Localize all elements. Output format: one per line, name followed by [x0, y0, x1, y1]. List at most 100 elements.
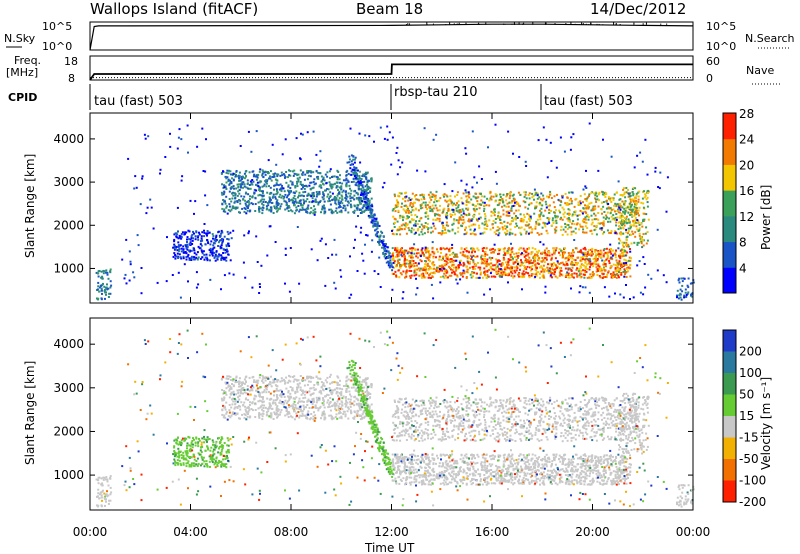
power-cell — [304, 208, 306, 211]
power-cell — [417, 227, 420, 230]
power-cell — [416, 256, 419, 259]
power-cell — [574, 213, 577, 216]
power-cell — [401, 264, 404, 266]
power-cell — [222, 193, 225, 196]
power-cell — [238, 176, 241, 179]
power-cell — [577, 203, 580, 206]
power-cell — [398, 251, 401, 254]
power-cell — [229, 179, 232, 182]
power-cell — [179, 296, 182, 299]
power-cell — [452, 259, 455, 262]
power-cell — [211, 249, 214, 252]
power-cell — [182, 245, 185, 248]
power-cell — [213, 239, 216, 242]
power-cell — [646, 201, 649, 204]
power-cell — [409, 198, 412, 201]
noise-right-tick-top: 10^5 — [706, 20, 736, 33]
power-cell — [222, 252, 225, 254]
power-cell — [503, 252, 506, 255]
power-cell — [465, 201, 468, 204]
power-cell — [521, 252, 523, 255]
power-cell — [515, 265, 518, 268]
power-cell — [633, 205, 636, 208]
power-cell — [427, 215, 429, 217]
power-cell — [564, 222, 567, 225]
power-cell — [610, 276, 613, 279]
power-cell — [523, 273, 526, 276]
nave-tick-top: 60 — [706, 55, 720, 68]
power-cell — [406, 209, 409, 212]
power-cell — [284, 176, 286, 179]
power-cell — [420, 223, 423, 226]
power-cell — [352, 211, 355, 213]
power-cell — [421, 247, 424, 250]
power-cell — [477, 261, 479, 264]
power-cell — [259, 189, 262, 192]
power-cell — [328, 199, 331, 202]
power-cell — [267, 204, 270, 207]
power-cell — [567, 252, 570, 254]
power-cell — [492, 226, 495, 229]
power-cell — [457, 210, 459, 213]
power-cell — [414, 268, 417, 271]
power-cell — [643, 212, 646, 215]
power-cell — [559, 211, 562, 214]
power-cell — [364, 134, 367, 137]
power-cell — [220, 254, 223, 257]
velocity-cell — [221, 413, 224, 416]
power-cell — [418, 226, 421, 228]
power-cell — [284, 200, 287, 203]
power-cell — [583, 193, 586, 196]
power-cell — [389, 264, 392, 267]
power-cell — [599, 276, 602, 279]
power-cell — [385, 261, 388, 264]
power-cell — [377, 240, 379, 243]
power-cell — [299, 199, 302, 202]
velocity-cell — [306, 400, 309, 403]
power-cell — [536, 194, 539, 197]
power-cell — [625, 219, 627, 222]
power-cell — [463, 221, 466, 224]
power-cell — [618, 206, 621, 209]
power-cell — [296, 185, 299, 188]
power-cell — [378, 240, 381, 243]
power-cell — [520, 275, 523, 278]
power-cell — [614, 270, 617, 273]
power-cell — [408, 266, 411, 269]
power-cell — [682, 277, 685, 280]
power-cell — [508, 197, 511, 200]
power-cell — [344, 207, 347, 210]
power-cell — [584, 269, 587, 272]
power-cell — [488, 256, 491, 259]
power-cell — [491, 257, 494, 259]
power-cell — [386, 250, 389, 253]
power-cell — [524, 191, 527, 194]
power-cell — [627, 195, 630, 198]
power-cell — [342, 207, 345, 209]
power-cell — [273, 175, 276, 178]
power-cell — [580, 251, 583, 254]
power-cell — [287, 176, 289, 179]
power-cell — [220, 229, 223, 232]
power-cell — [97, 272, 100, 275]
power-cell — [387, 256, 390, 259]
power-cell — [303, 178, 306, 181]
power-cell — [135, 186, 138, 189]
power-cell — [354, 183, 357, 186]
power-cell — [451, 243, 454, 246]
power-cell — [572, 249, 574, 252]
power-cell — [323, 194, 325, 197]
power-cell — [319, 150, 322, 153]
power-cell — [596, 268, 599, 271]
power-cell — [602, 263, 605, 266]
velocity-cell — [276, 380, 279, 383]
velocity-cell — [349, 409, 352, 412]
power-cell — [368, 216, 371, 219]
power-cell — [644, 138, 647, 141]
power-cell — [355, 225, 358, 228]
power-cell — [525, 268, 528, 271]
power-cell — [183, 251, 186, 254]
power-cell — [367, 203, 370, 206]
power-cell — [196, 251, 199, 254]
